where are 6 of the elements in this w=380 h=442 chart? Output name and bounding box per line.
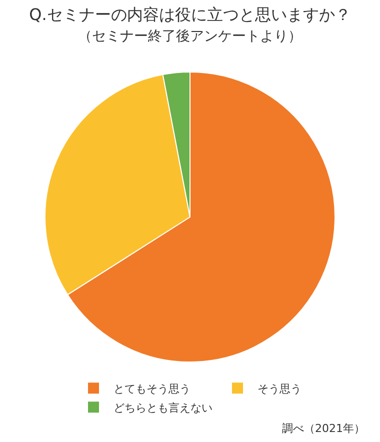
- legend-label: どちらとも言えない: [114, 401, 212, 414]
- legend-label: とてもそう思う: [114, 382, 190, 396]
- legend-label: そう思う: [258, 382, 302, 396]
- text: 調べ（2021年）: [282, 422, 365, 435]
- chart-subtitle: （セミナー終了後アンケートより）: [78, 28, 302, 45]
- chart-title: Q.セミナーの内容は役に立つと思いますか？: [29, 4, 351, 24]
